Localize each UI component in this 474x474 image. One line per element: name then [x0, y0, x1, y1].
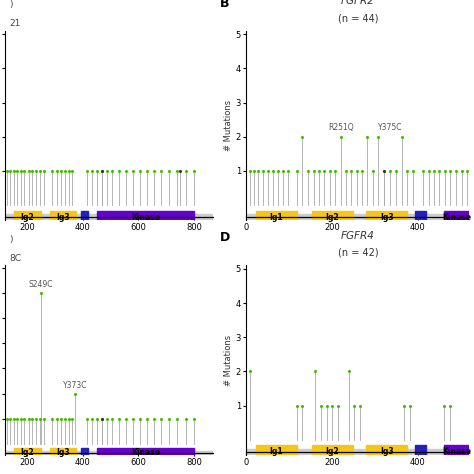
- Text: Ig3: Ig3: [56, 213, 70, 222]
- Bar: [97, 211, 194, 224]
- Bar: [256, 211, 297, 224]
- Bar: [311, 446, 353, 458]
- Y-axis label: # Mutations: # Mutations: [224, 100, 233, 151]
- Text: (n = 44): (n = 44): [337, 13, 378, 23]
- Y-axis label: # Mutations: # Mutations: [224, 335, 233, 386]
- Bar: [246, 214, 469, 220]
- Text: Ig2: Ig2: [325, 213, 339, 222]
- Text: Ig3: Ig3: [380, 447, 393, 456]
- Bar: [5, 214, 213, 220]
- Text: B: B: [220, 0, 229, 9]
- Text: 8C: 8C: [9, 254, 21, 263]
- Text: ): ): [9, 0, 12, 9]
- Bar: [445, 211, 469, 224]
- Bar: [97, 448, 194, 457]
- Bar: [415, 211, 426, 224]
- Text: Ig2: Ig2: [21, 213, 34, 222]
- Bar: [14, 211, 41, 224]
- Text: Ig1: Ig1: [269, 213, 283, 222]
- Text: FGFR4: FGFR4: [341, 231, 375, 241]
- Text: Kinase: Kinase: [442, 213, 471, 222]
- Text: Ig2: Ig2: [21, 448, 34, 457]
- Text: ): ): [9, 235, 12, 244]
- Text: R251Q: R251Q: [328, 123, 354, 132]
- Text: Ig2: Ig2: [325, 447, 339, 456]
- Text: Ig3: Ig3: [380, 213, 393, 222]
- Bar: [366, 211, 407, 224]
- Bar: [81, 448, 88, 457]
- Text: Y373C: Y373C: [63, 381, 88, 390]
- Bar: [246, 449, 469, 455]
- Bar: [50, 211, 76, 224]
- Text: FGFR2: FGFR2: [341, 0, 375, 6]
- Bar: [415, 446, 426, 458]
- Bar: [445, 446, 469, 458]
- Bar: [5, 450, 213, 455]
- Bar: [366, 446, 407, 458]
- Text: S249C: S249C: [29, 280, 53, 289]
- Text: Kinase: Kinase: [131, 448, 160, 457]
- Bar: [14, 448, 41, 457]
- Text: Ig1: Ig1: [269, 447, 283, 456]
- Text: (n = 42): (n = 42): [337, 248, 378, 258]
- Text: Kinase: Kinase: [131, 213, 160, 222]
- Text: Ig3: Ig3: [56, 448, 70, 457]
- Text: Y375C: Y375C: [378, 123, 402, 132]
- Text: Kinase: Kinase: [442, 447, 471, 456]
- Text: D: D: [220, 231, 230, 244]
- Bar: [256, 446, 297, 458]
- Bar: [50, 448, 76, 457]
- Text: 21: 21: [9, 19, 20, 28]
- Bar: [81, 211, 88, 224]
- Bar: [311, 211, 353, 224]
